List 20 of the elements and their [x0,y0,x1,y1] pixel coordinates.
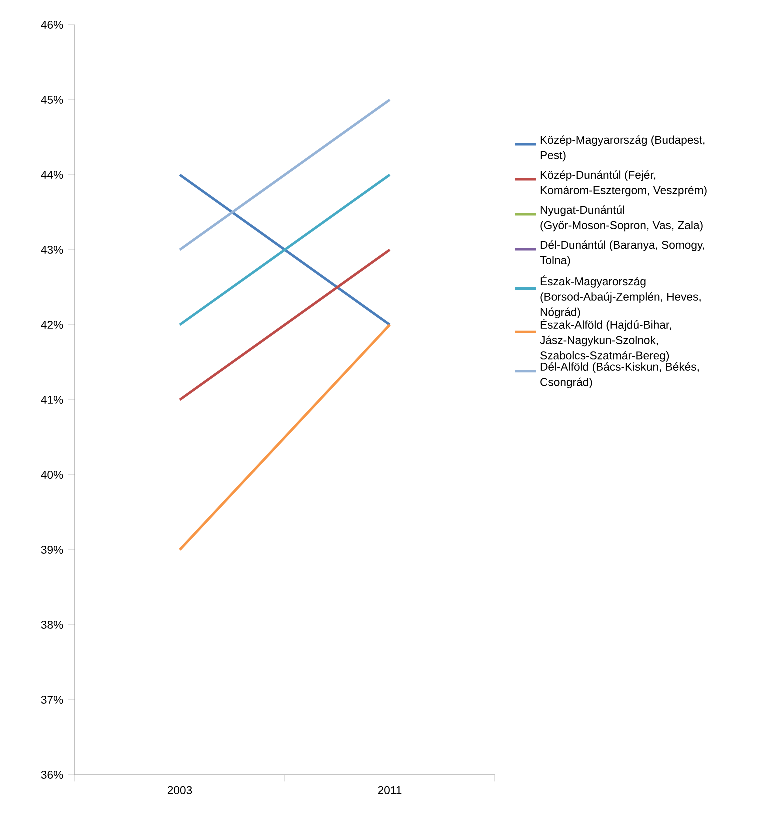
y-tick-label: 40% [41,470,64,479]
y-tick-label: 36% [41,770,64,779]
legend-label: Közép-Magyarország (Budapest, Pest) [540,136,705,162]
legend-label: Dél-Dunántúl (Baranya, Somogy, Tolna) [540,240,704,267]
y-tick-label: 43% [41,246,64,254]
y-tick-label: 37% [41,696,64,704]
legend-label: Közép-Dunántúl (Fejér, Komárom-Esztergom, Veszprém) [540,170,707,197]
y-tick-label: 38% [41,620,64,629]
y-tick-label: 46% [41,20,64,30]
legend-label: Nyugat-Dunántúl (Győr-Moson-Sopron, Vas, Zala) [540,206,703,232]
x-tick-label: 2003 [168,786,192,794]
legend-label: Dél-Alföld (Bács-Kiskun, Békés, Csongrád) [540,362,699,389]
y-tick-label: 39% [41,546,64,554]
x-tick-label: 2011 [378,786,402,794]
y-tick-label: 45% [41,96,64,104]
legend-label: Észak-Magyarország (Borsod-Abaúj-Zemplén, Heves, Nógrád) [540,276,701,318]
legend-label: Észak-Alföld (Hajdú-Bihar, Jász-Nagykun-Szolnok, Szabolcs-Szatmár-Bereg) [540,319,672,362]
y-tick-label: 44% [41,171,64,179]
y-tick-label: 41% [41,396,64,404]
y-tick-label: 42% [41,321,64,329]
